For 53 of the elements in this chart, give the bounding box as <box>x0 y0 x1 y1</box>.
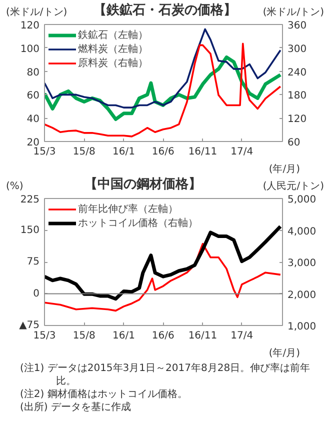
y2-tick-label: 120 <box>288 114 307 126</box>
y-axis-title: (米ドル/トン) <box>6 6 68 20</box>
x-axis-title: (年/月) <box>268 347 300 361</box>
y2-tick-label: 3,000 <box>288 258 316 269</box>
x-tick-label: 17/4 <box>230 146 254 158</box>
y-tick-label: 40 <box>26 114 40 126</box>
x-tick-label: 16/1 <box>112 330 135 342</box>
legend-label: 原料炭（右軸） <box>78 56 148 70</box>
x-tick-label: 16/6 <box>152 146 174 158</box>
y2-tick-label: 1,000 <box>288 322 316 332</box>
y2-tick-label: 360 <box>288 20 307 32</box>
y2-tick-label: 180 <box>288 90 307 102</box>
x-tick-label: 17/4 <box>230 330 254 342</box>
legend-label: 鉄鉱石（左軸） <box>78 28 148 42</box>
line-series <box>44 242 282 312</box>
x-tick-label: 16/6 <box>152 330 174 342</box>
x-tick-label: 15/8 <box>72 146 96 158</box>
legend-label: 前年比伸び率（左軸） <box>78 202 178 216</box>
y-tick-label: 75 <box>26 256 40 268</box>
line-series <box>44 42 282 138</box>
y2-tick-label: 240 <box>288 67 307 78</box>
y-tick-label: 20 <box>26 138 40 148</box>
text: (注2) 鋼材価格はホットコイル価格。 <box>20 388 188 401</box>
y-tick-label: 150 <box>20 224 40 236</box>
y2-axis-title: (人民元/トン) <box>262 180 324 194</box>
y2-tick-label: 5,000 <box>288 194 316 206</box>
y-tick-label: 80 <box>26 67 40 78</box>
y-tick-label: 120 <box>20 20 40 32</box>
y-tick-label: 225 <box>20 194 40 206</box>
x-tick-label: 16/1 <box>112 146 135 158</box>
y-axis-title: (%) <box>6 180 24 194</box>
y-tick-label: 60 <box>26 90 40 102</box>
text: (注1) データは2015年3月1日～2017年8月28日。伸び率は前年比。 <box>20 362 312 388</box>
y-tick-label: ▲75 <box>19 320 40 331</box>
y2-tick-label: 300 <box>288 44 307 55</box>
x-axis-title: (年/月) <box>268 163 300 177</box>
x-tick-label: 16/11 <box>188 146 218 158</box>
x-tick-label: 15/3 <box>33 330 56 342</box>
text: (出所) データを基に作成 <box>20 401 132 414</box>
y2-tick-label: 4,000 <box>288 226 316 238</box>
x-tick-label: 15/8 <box>72 330 96 342</box>
x-tick-label: 15/3 <box>33 146 56 158</box>
y-tick-label: 100 <box>20 44 40 55</box>
x-tick-label: 16/11 <box>188 330 218 342</box>
legend-label: ホットコイル価格（右軸） <box>78 216 198 230</box>
y2-axis-title: (米ドル/トン) <box>262 6 324 20</box>
line-series <box>44 28 282 108</box>
chart-title: 【中国の鋼材価格】 <box>84 176 202 194</box>
y2-tick-label: 2,000 <box>288 290 316 301</box>
chart-title: 【鉄鉱石・石炭の価格】 <box>94 2 236 20</box>
legend-label: 燃料炭（左軸） <box>78 42 148 56</box>
y2-tick-label: 60 <box>288 138 300 148</box>
y-tick-label: 0 <box>33 288 40 300</box>
